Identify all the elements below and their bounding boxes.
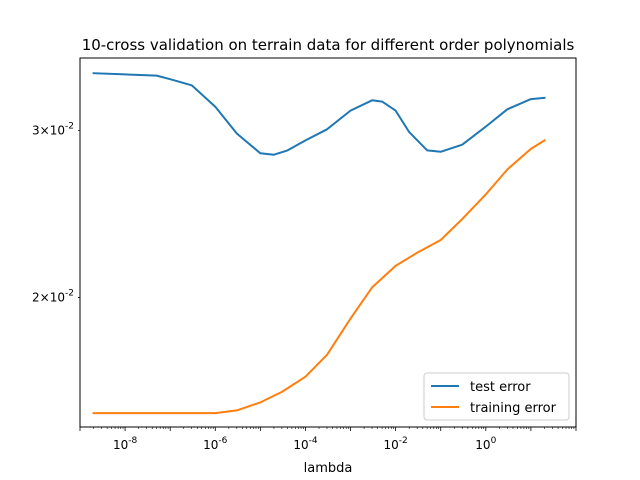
axes-frame <box>79 57 577 428</box>
series-layer <box>92 72 546 415</box>
plot-frame <box>79 57 577 428</box>
legend-label-training-error: training error <box>470 401 557 416</box>
y-tick-label: 2×10-2 <box>32 289 74 305</box>
y-tick-label: 3×10-2 <box>32 122 74 138</box>
legend-label-test-error: test error <box>470 380 531 395</box>
x-axis-ticks: 10-8 10-6 10-4 10-2 100 <box>79 427 577 452</box>
x-axis-label: lambda <box>304 461 353 476</box>
x-tick-label: 10-2 <box>384 436 408 452</box>
legend-box <box>423 372 570 421</box>
x-tick-label: 10-8 <box>113 436 138 452</box>
x-tick-label: 10-4 <box>293 436 318 452</box>
series-line-training-error <box>92 139 546 415</box>
x-tick-label: 100 <box>475 436 496 452</box>
y-axis-ticks: 3×10-2 2×10-2 <box>32 122 80 305</box>
legend: test error training error <box>423 372 570 421</box>
x-tick-label: 10-6 <box>203 436 228 452</box>
chart-title: 10-cross validation on terrain data for … <box>82 36 575 54</box>
series-line-test-error <box>92 72 546 156</box>
